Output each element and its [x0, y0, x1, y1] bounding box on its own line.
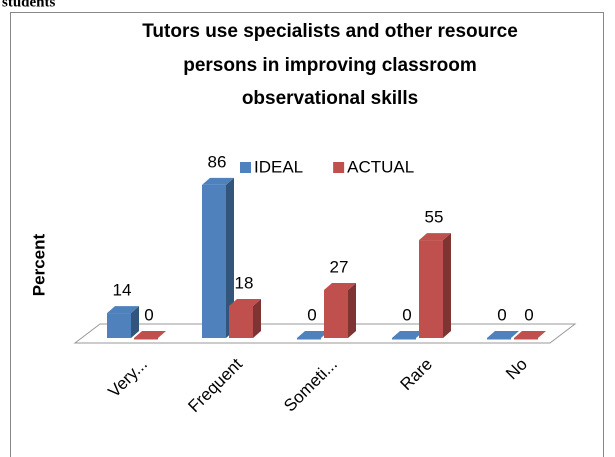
bar-face [107, 306, 139, 314]
bar-face [297, 338, 321, 340]
bar [229, 298, 261, 338]
bar [297, 331, 329, 340]
chart-title: Tutors use specialists and other resourc… [142, 21, 518, 42]
legend-swatch [240, 162, 251, 173]
bar-face [253, 298, 261, 338]
bar-face [134, 331, 166, 338]
bar-face [131, 306, 139, 338]
bar-face [297, 331, 329, 338]
chart-title: observational skills [242, 88, 418, 109]
value-label: 0 [144, 305, 153, 324]
bar-face [392, 331, 424, 338]
legend-swatch [333, 162, 345, 173]
value-label: 0 [402, 305, 411, 324]
bar-face [202, 177, 234, 185]
page-header: students [2, 0, 56, 10]
bar-face [324, 289, 348, 338]
bar-face [134, 338, 158, 340]
value-label: 27 [330, 257, 349, 276]
legend-label: IDEAL [254, 157, 303, 176]
value-label: 0 [497, 305, 506, 324]
bar-face [514, 338, 538, 340]
bar-face [419, 233, 451, 241]
y-axis-label: Percent [29, 233, 48, 296]
bar-face [443, 233, 451, 338]
bar-face [514, 331, 546, 338]
bar-face [487, 331, 519, 338]
bar-face [348, 282, 356, 338]
value-label: 0 [524, 305, 533, 324]
bar-face [229, 298, 261, 306]
bar [134, 331, 166, 340]
legend-label: ACTUAL [347, 157, 414, 176]
value-label: 18 [235, 273, 254, 292]
bar [487, 331, 519, 340]
bar-face [487, 338, 511, 340]
bar-face [419, 240, 443, 338]
bar [324, 282, 356, 338]
bar-face [229, 305, 253, 338]
bar-face [226, 177, 234, 338]
chart-title: persons in improving classroom [183, 55, 477, 76]
bar-face [324, 282, 356, 290]
bar [107, 306, 139, 338]
value-label: 55 [425, 208, 444, 227]
bar-face [202, 184, 226, 338]
floor [73, 323, 577, 344]
chart-border [10, 12, 604, 457]
value-label: 0 [307, 305, 316, 324]
bar-face [107, 313, 131, 338]
value-label: 14 [113, 281, 132, 300]
value-label: 86 [208, 152, 227, 171]
bar-face [392, 338, 416, 340]
bar [419, 233, 451, 338]
bar [392, 331, 424, 340]
bar [202, 177, 234, 338]
bar [514, 331, 546, 340]
